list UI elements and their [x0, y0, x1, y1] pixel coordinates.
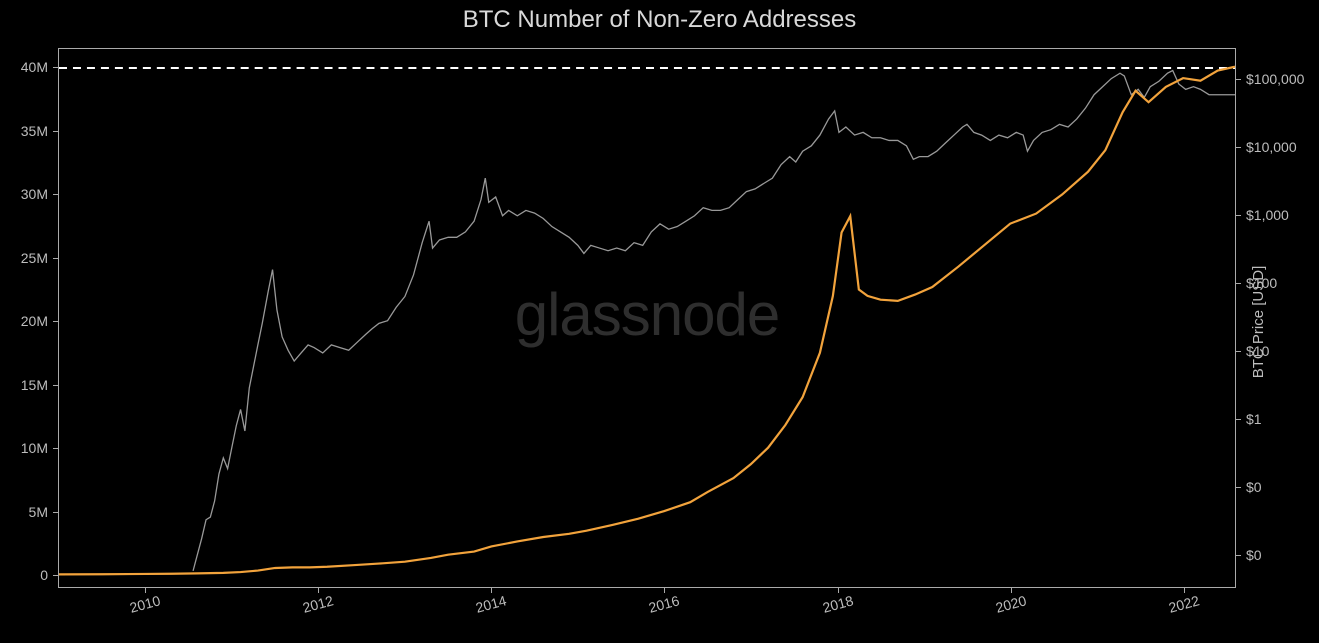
y-left-axis-labels: 0 5M 10M 15M 20M 25M 30M 35M 40M — [0, 48, 54, 588]
y-left-tick-label: 0 — [40, 567, 48, 583]
y-right-tick-mark — [1236, 555, 1241, 556]
y-right-tick-mark — [1236, 215, 1241, 216]
y-right-tick-label: $1 — [1246, 411, 1262, 427]
y-left-tick-mark — [53, 448, 58, 449]
x-tick-mark — [145, 588, 146, 593]
y-left-tick-mark — [53, 131, 58, 132]
addresses-series-line — [59, 67, 1235, 575]
x-tick-mark — [838, 588, 839, 593]
x-axis-labels: 2010 2012 2014 2016 2018 2020 2022 — [58, 590, 1236, 620]
chart-container: BTC Number of Non-Zero Addresses glassno… — [0, 0, 1319, 643]
y-left-tick-label: 10M — [21, 440, 48, 456]
y-left-tick-label: 5M — [29, 504, 48, 520]
plot-svg — [59, 49, 1235, 587]
x-tick-label: 2018 — [820, 592, 854, 616]
y-right-tick-mark — [1236, 79, 1241, 80]
x-tick-label: 2012 — [301, 592, 335, 616]
x-tick-label: 2010 — [127, 592, 161, 616]
y-right-axis-title: BTC Price [USD] — [1250, 265, 1267, 378]
y-left-tick-mark — [53, 258, 58, 259]
y-left-tick-label: 30M — [21, 186, 48, 202]
y-left-tick-mark — [53, 194, 58, 195]
x-tick-label: 2014 — [474, 592, 508, 616]
y-right-tick-mark — [1236, 351, 1241, 352]
y-left-tick-label: 15M — [21, 377, 48, 393]
x-tick-mark — [664, 588, 665, 593]
x-tick-mark — [491, 588, 492, 593]
y-left-tick-mark — [53, 67, 58, 68]
x-tick-mark — [1011, 588, 1012, 593]
x-tick-label: 2022 — [1167, 592, 1201, 616]
y-left-tick-label: 40M — [21, 59, 48, 75]
y-left-tick-mark — [53, 385, 58, 386]
y-right-tick-label: $0 — [1246, 547, 1262, 563]
y-left-tick-mark — [53, 321, 58, 322]
x-tick-label: 2016 — [647, 592, 681, 616]
y-right-tick-label: $0 — [1246, 479, 1262, 495]
y-right-tick-label: $100,000 — [1246, 71, 1304, 87]
price-series-line — [193, 71, 1235, 571]
y-right-tick-mark — [1236, 487, 1241, 488]
x-tick-mark — [1184, 588, 1185, 593]
y-left-tick-mark — [53, 512, 58, 513]
plot-area: glassnode — [58, 48, 1236, 588]
y-right-tick-mark — [1236, 147, 1241, 148]
y-right-tick-mark — [1236, 419, 1241, 420]
y-right-tick-label: $1,000 — [1246, 207, 1289, 223]
y-right-tick-mark — [1236, 283, 1241, 284]
y-left-tick-mark — [53, 575, 58, 576]
y-left-tick-label: 25M — [21, 250, 48, 266]
x-tick-label: 2020 — [994, 592, 1028, 616]
y-left-tick-label: 20M — [21, 313, 48, 329]
x-tick-mark — [318, 588, 319, 593]
chart-title: BTC Number of Non-Zero Addresses — [0, 6, 1319, 34]
y-left-tick-label: 35M — [21, 123, 48, 139]
y-right-tick-label: $10,000 — [1246, 139, 1297, 155]
